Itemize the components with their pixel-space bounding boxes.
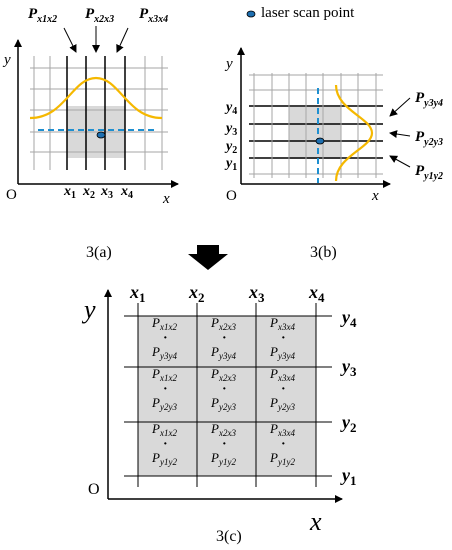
cell-top-label: Px1x2 bbox=[151, 366, 177, 383]
pointer-arrow bbox=[389, 155, 411, 168]
cell-bottom-label: Py1y2 bbox=[151, 450, 177, 467]
scan-point-icon bbox=[315, 137, 325, 145]
cell-bottom-label: Py3y4 bbox=[151, 344, 177, 361]
p-label: Px1x2 bbox=[28, 6, 57, 25]
caption-a: 3(a) bbox=[86, 244, 112, 261]
y-tick-label: y2 bbox=[340, 412, 357, 435]
cell-bottom-label: Py1y2 bbox=[210, 450, 236, 467]
down-arrow-icon bbox=[188, 245, 228, 270]
cell-top-label: Px3x4 bbox=[269, 421, 295, 438]
p-label: Py1y2 bbox=[415, 163, 443, 182]
origin-label: O bbox=[6, 187, 17, 203]
x-tick-label: x2 bbox=[82, 184, 95, 201]
cell-top-label: Px2x3 bbox=[210, 366, 236, 383]
x-tick-label: x2 bbox=[188, 282, 205, 305]
p-label: Py3y4 bbox=[415, 90, 443, 109]
cell-dot: · bbox=[163, 382, 168, 397]
pointer-arrow bbox=[389, 130, 411, 138]
origin-label: O bbox=[88, 481, 100, 498]
y-tick-label: y4 bbox=[340, 307, 357, 330]
cell-bottom-label: Py2y3 bbox=[269, 395, 295, 412]
x-axis-label: x bbox=[309, 507, 322, 536]
y-tick-label: y1 bbox=[340, 465, 357, 488]
y-tick-label: y1 bbox=[224, 156, 237, 173]
cell-dot: · bbox=[281, 382, 286, 397]
y-tick-label: y3 bbox=[340, 356, 357, 379]
x-tick-label: x4 bbox=[308, 282, 325, 305]
y-tick-label: y2 bbox=[224, 139, 237, 156]
down-arrow-shape bbox=[188, 245, 228, 270]
cell-bottom-label: Py2y3 bbox=[210, 395, 236, 412]
pointer-arrow bbox=[63, 27, 77, 53]
focus-cell bbox=[289, 107, 341, 159]
cell-block bbox=[138, 316, 316, 476]
cell-top-label: Px2x3 bbox=[210, 315, 236, 332]
cell-dot: · bbox=[222, 331, 227, 346]
p-label: Px3x4 bbox=[139, 6, 168, 25]
origin-label: O bbox=[226, 188, 237, 204]
y-tick-label: y3 bbox=[224, 121, 237, 138]
x-axis-label: x bbox=[371, 188, 379, 204]
x-tick-label: x1 bbox=[129, 282, 146, 305]
caption-c: 3(c) bbox=[216, 528, 242, 545]
cell-dot: · bbox=[163, 331, 168, 346]
y-tick-label: y4 bbox=[224, 100, 237, 117]
x-tick-label: x3 bbox=[100, 184, 113, 201]
cell-bottom-label: Py2y3 bbox=[151, 395, 177, 412]
x-tick-label: x4 bbox=[120, 184, 133, 201]
cell-bottom-label: Py3y4 bbox=[210, 344, 236, 361]
cell-dot: · bbox=[281, 437, 286, 452]
pointer-arrow bbox=[389, 97, 411, 117]
cell-top-label: Px3x4 bbox=[269, 315, 295, 332]
gaussian-curve bbox=[29, 76, 163, 120]
cell-bottom-label: Py1y2 bbox=[269, 450, 295, 467]
scan-point-icon bbox=[246, 10, 256, 18]
caption-b: 3(b) bbox=[310, 244, 337, 261]
laser-scan-point-icon bbox=[246, 10, 256, 18]
cell-top-label: Px1x2 bbox=[151, 315, 177, 332]
p-label: Py2y3 bbox=[415, 129, 443, 148]
cell-top-label: Px3x4 bbox=[269, 366, 295, 383]
cell-top-label: Px2x3 bbox=[210, 421, 236, 438]
y-axis-label: y bbox=[81, 295, 96, 324]
x-tick-label: x1 bbox=[63, 184, 76, 201]
cell-dot: · bbox=[222, 382, 227, 397]
y-axis-label: y bbox=[2, 52, 11, 68]
gaussian-curve bbox=[334, 84, 374, 182]
cell-bottom-label: Py3y4 bbox=[269, 344, 295, 361]
cell-dot: · bbox=[163, 437, 168, 452]
x-tick-label: x3 bbox=[248, 282, 265, 305]
x-axis-label: x bbox=[162, 191, 170, 207]
panel-a: y x O x1 x2 x3 x4 Px1x2 Px2x3 Px3x4 bbox=[2, 6, 179, 207]
legend-label: laser scan point bbox=[261, 5, 355, 21]
cell-dot: · bbox=[281, 331, 286, 346]
scan-point-icon bbox=[96, 131, 106, 139]
p-label: Px2x3 bbox=[85, 6, 114, 25]
cell-dot: · bbox=[222, 437, 227, 452]
y-axis-label: y bbox=[224, 56, 233, 72]
cell-top-label: Px1x2 bbox=[151, 421, 177, 438]
pointer-arrow bbox=[116, 27, 129, 53]
